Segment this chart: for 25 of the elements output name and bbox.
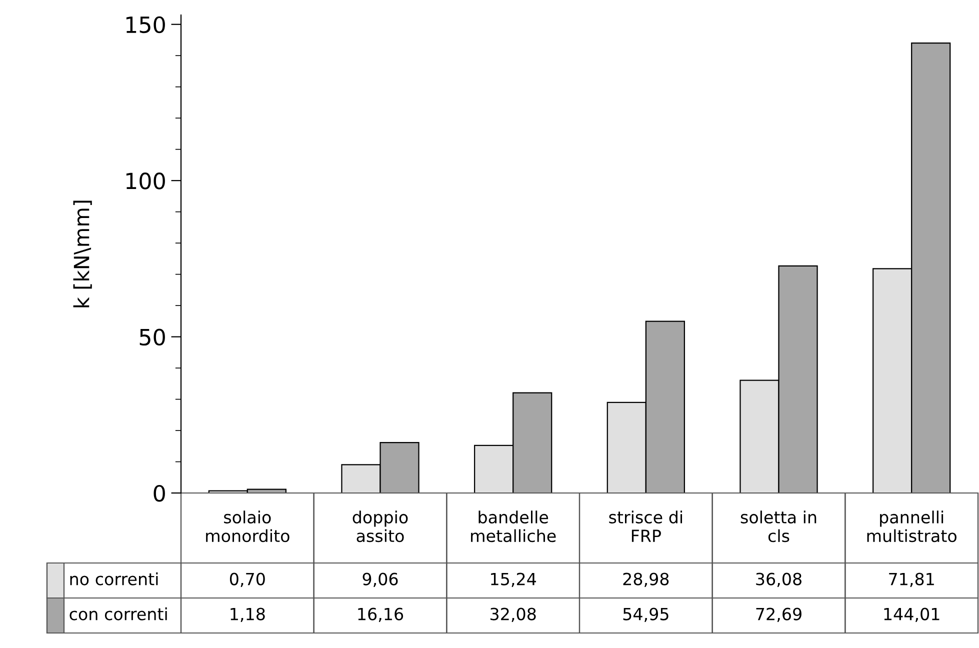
data-label: 9,06 — [362, 572, 398, 588]
data-label: 0,70 — [230, 572, 265, 588]
legend-label: con correnti — [70, 607, 167, 620]
y-axis-title: k [kN\mm] — [73, 200, 92, 308]
y-tick-label: 100 — [126, 172, 165, 190]
data-label: 15,24 — [491, 572, 536, 588]
data-label: 16,16 — [358, 608, 404, 622]
y-tick-label: 0 — [154, 484, 165, 502]
data-label: 72,69 — [756, 608, 802, 622]
x-tick-label: solaio monordito — [206, 510, 290, 542]
data-label: 28,98 — [623, 572, 669, 588]
y-tick-label: 50 — [140, 328, 165, 346]
x-tick-label: doppio assito — [352, 510, 408, 542]
data-label: 32,08 — [490, 608, 536, 622]
data-label: 54,95 — [623, 608, 668, 622]
y-tick-label: 150 — [126, 16, 165, 34]
x-tick-label: soletta in cls — [740, 510, 816, 542]
x-tick-label: pannelli multistrato — [867, 510, 956, 542]
x-tick-label: strisce di FRP — [609, 510, 682, 542]
legend-label: no correnti — [70, 572, 158, 586]
x-tick-label: bandelle metalliche — [471, 510, 556, 542]
data-label: 36,08 — [756, 572, 802, 588]
data-label: 1,18 — [230, 608, 265, 622]
data-label: 71,81 — [889, 572, 934, 588]
data-label: 144,01 — [884, 608, 940, 622]
